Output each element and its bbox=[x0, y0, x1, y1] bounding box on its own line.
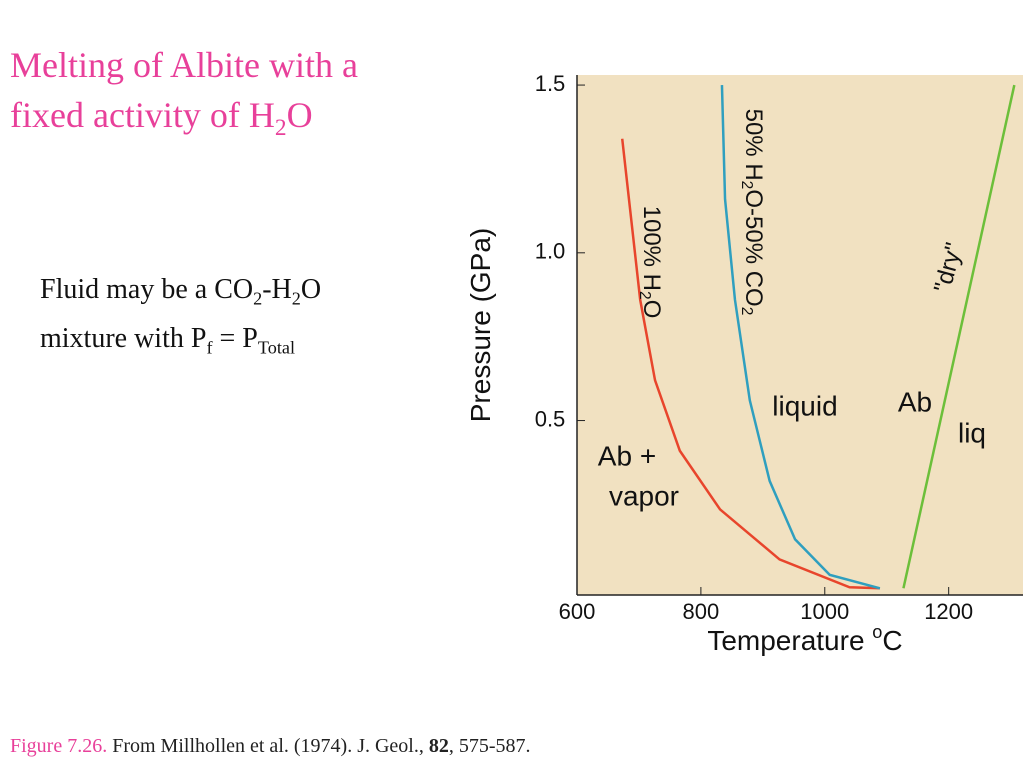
text-run: = P bbox=[212, 322, 258, 354]
y-tick-label: 1.5 bbox=[535, 71, 566, 96]
text-run: 100% H bbox=[638, 206, 665, 291]
text-run: Fluid may be a CO bbox=[40, 274, 254, 305]
body-text: Fluid may be a CO2-H2O mixture with Pf =… bbox=[40, 270, 400, 367]
x-tick-label: 600 bbox=[559, 599, 596, 624]
x-tick-label: 1200 bbox=[924, 599, 973, 624]
slide-title: Melting of Albite with a fixed activity … bbox=[10, 40, 410, 153]
region-label: vapor bbox=[609, 480, 679, 511]
text-run: C bbox=[882, 625, 902, 656]
text-run: 2 bbox=[636, 291, 653, 300]
text-run: O-50% CO bbox=[740, 189, 767, 306]
curve-label: 100% H2O bbox=[636, 206, 665, 319]
curve bbox=[902, 84, 1016, 589]
text-run: O mixture with P bbox=[40, 274, 322, 354]
region-label: Ab + bbox=[598, 440, 656, 471]
caption: Figure 7.26. From Millhollen et al. (197… bbox=[10, 735, 531, 758]
text-run: 2 bbox=[274, 115, 287, 142]
x-tick-label: 1000 bbox=[800, 599, 849, 624]
text-run: O bbox=[286, 95, 313, 135]
text-run: Figure 7.26. bbox=[10, 735, 108, 757]
curve bbox=[620, 138, 880, 590]
y-tick-label: 0.5 bbox=[535, 406, 566, 431]
text-run: -H bbox=[262, 274, 292, 305]
x-axis-label: Temperature oC bbox=[707, 622, 902, 657]
text-run: 2 bbox=[738, 181, 755, 190]
y-tick-label: 1.0 bbox=[535, 239, 566, 264]
text-run: Temperature bbox=[707, 625, 872, 656]
curve-label: 50% H2O-50% CO2 bbox=[738, 109, 767, 316]
text-run: f bbox=[206, 337, 213, 358]
text-run: , 575-587. bbox=[448, 735, 531, 757]
text-run: 2 bbox=[291, 288, 301, 309]
x-tick-label: 800 bbox=[683, 599, 720, 624]
text-run: 82 bbox=[428, 735, 449, 757]
text-run: o bbox=[872, 622, 882, 642]
text-run: Melting of Albite with a fixed activity … bbox=[10, 45, 358, 135]
region-label: liq bbox=[958, 417, 986, 448]
text-run: Total bbox=[257, 337, 296, 358]
region-label: Ab bbox=[898, 386, 932, 417]
text-run: O bbox=[638, 300, 665, 319]
y-axis-label: Pressure (GPa) bbox=[465, 228, 496, 423]
text-run: 2 bbox=[253, 288, 263, 309]
curve bbox=[720, 85, 881, 590]
text-run: Pressure (GPa) bbox=[465, 228, 496, 423]
text-run: 50% H bbox=[740, 109, 767, 181]
text-run: From Millhollen et al. (1974). J. Geol., bbox=[107, 735, 429, 757]
region-label: liquid bbox=[772, 390, 837, 421]
plot-area bbox=[577, 75, 1023, 595]
text-run: 2 bbox=[738, 307, 755, 316]
